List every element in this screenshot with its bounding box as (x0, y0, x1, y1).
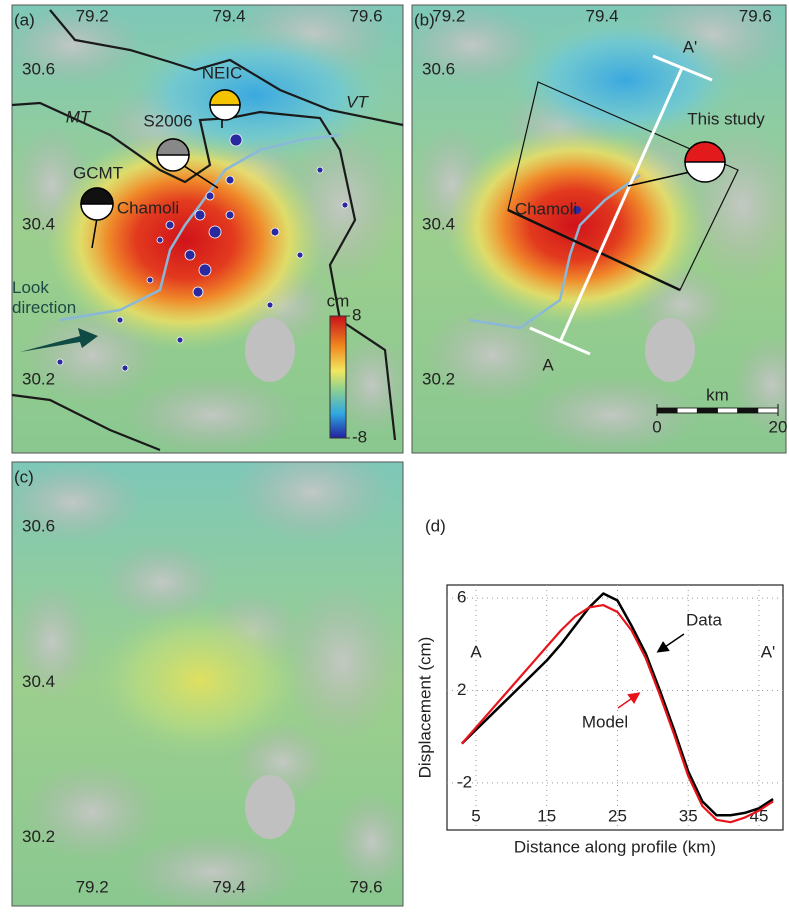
colorbar (330, 316, 346, 438)
earthquake (226, 211, 234, 219)
x-tick-label: 79.2 (76, 877, 109, 896)
earthquake (57, 359, 63, 365)
x-tick-label: 79.4 (213, 6, 246, 25)
annotation: A (542, 355, 554, 374)
y-tick-label: 30.6 (22, 60, 55, 79)
colorbar-tick-label: 8 (352, 305, 361, 324)
x-tick-label: 79.2 (76, 6, 109, 25)
profile-end-label: A (470, 642, 482, 661)
colorbar-tick-label: -8 (352, 427, 367, 446)
x-tick-label: 79.4 (586, 6, 619, 25)
y-tick-label: 30.4 (22, 672, 55, 691)
earthquake (226, 176, 234, 184)
x-tick-label: 5 (471, 806, 480, 825)
panel-label: (b) (414, 10, 435, 29)
y-tick-label: 30.4 (22, 215, 55, 234)
y-tick-label: 30.6 (22, 517, 55, 536)
earthquake (230, 134, 242, 146)
annotation: Look direction (12, 278, 112, 318)
fault-label: VT (346, 92, 369, 111)
x-tick-label: 79.6 (349, 877, 382, 896)
annotation: This study (687, 109, 765, 128)
terrain-shade (122, 375, 302, 455)
x-tick-label: 79.4 (213, 877, 246, 896)
scale-bar-segment (677, 408, 697, 413)
earthquake (209, 226, 221, 238)
x-tick-label: 79.2 (432, 6, 465, 25)
place-label: Chamoli (117, 198, 179, 217)
earthquake (206, 192, 214, 200)
earthquake (193, 287, 203, 297)
place-label: Chamoli (515, 199, 577, 218)
annotation: S2006 (143, 111, 192, 130)
terrain-shade (122, 832, 302, 911)
scale-bar-segment (697, 408, 717, 413)
x-axis-label: Distance along profile (km) (514, 837, 716, 856)
annotation: GCMT (73, 163, 123, 182)
x-tick-label: 35 (679, 806, 698, 825)
scale-bar-segment (738, 408, 758, 413)
legend-label: Data (686, 610, 722, 629)
panel-label: (d) (425, 516, 446, 535)
y-tick-label: 30.2 (422, 370, 455, 389)
y-axis-label: Displacement (cm) (415, 637, 434, 779)
figure: 79.2 79.4 79.6 30.6 30.4 30.2 (a) 79.2 79.4 79.6 3… (0, 0, 789, 911)
earthquake (157, 237, 163, 243)
x-tick-label: 25 (608, 806, 627, 825)
earthquake (166, 221, 174, 229)
earthquake (267, 302, 273, 308)
earthquake (122, 365, 128, 371)
terrain-shade (522, 375, 702, 455)
fault-label: MT (66, 107, 92, 126)
scale-bar-segment (758, 408, 778, 413)
scale-bar-segment (657, 408, 677, 413)
lake (245, 318, 295, 382)
y-tick-label: 30.2 (22, 827, 55, 846)
panel-label: (a) (14, 10, 35, 29)
look-label-box: Look direction (12, 278, 112, 324)
terrain-shade (22, 762, 162, 862)
annotation: A' (683, 37, 698, 56)
scale-bar-label: km (706, 385, 729, 404)
scale-bar-tick-label: 20 (769, 417, 788, 436)
x-tick-label: 15 (537, 806, 556, 825)
earthquake (185, 250, 195, 260)
y-tick-label: 2 (457, 680, 466, 699)
uplift-area (445, 125, 705, 325)
map-panel (2, 442, 412, 911)
y-tick-label: 30.4 (422, 215, 455, 234)
earthquake (297, 252, 303, 258)
earthquake (117, 317, 123, 323)
x-tick-label: 79.6 (349, 6, 382, 25)
scale-bar-segment (718, 408, 738, 413)
annotation: NEIC (202, 63, 243, 82)
y-tick-label: 30.6 (422, 60, 455, 79)
colorbar-label: cm (327, 291, 350, 310)
lake (245, 775, 295, 839)
earthquake (147, 277, 153, 283)
y-tick-label: -2 (457, 772, 472, 791)
map-panel (402, 0, 789, 455)
earthquake (195, 210, 205, 220)
legend-label: Model (582, 712, 628, 731)
scale-bar-tick-label: 0 (652, 417, 661, 436)
earthquake (199, 264, 211, 276)
lake (645, 318, 695, 382)
earthquake (342, 202, 348, 208)
x-tick-label: 79.6 (739, 6, 772, 25)
y-tick-label: 6 (457, 588, 466, 607)
terrain-shade (232, 442, 392, 542)
earthquake (271, 228, 279, 236)
profile-end-label: A' (761, 642, 776, 661)
y-tick-label: 30.2 (22, 370, 55, 389)
earthquake (317, 167, 323, 173)
residual-area (90, 600, 310, 760)
earthquake (177, 337, 183, 343)
panel-label: (c) (14, 467, 34, 486)
